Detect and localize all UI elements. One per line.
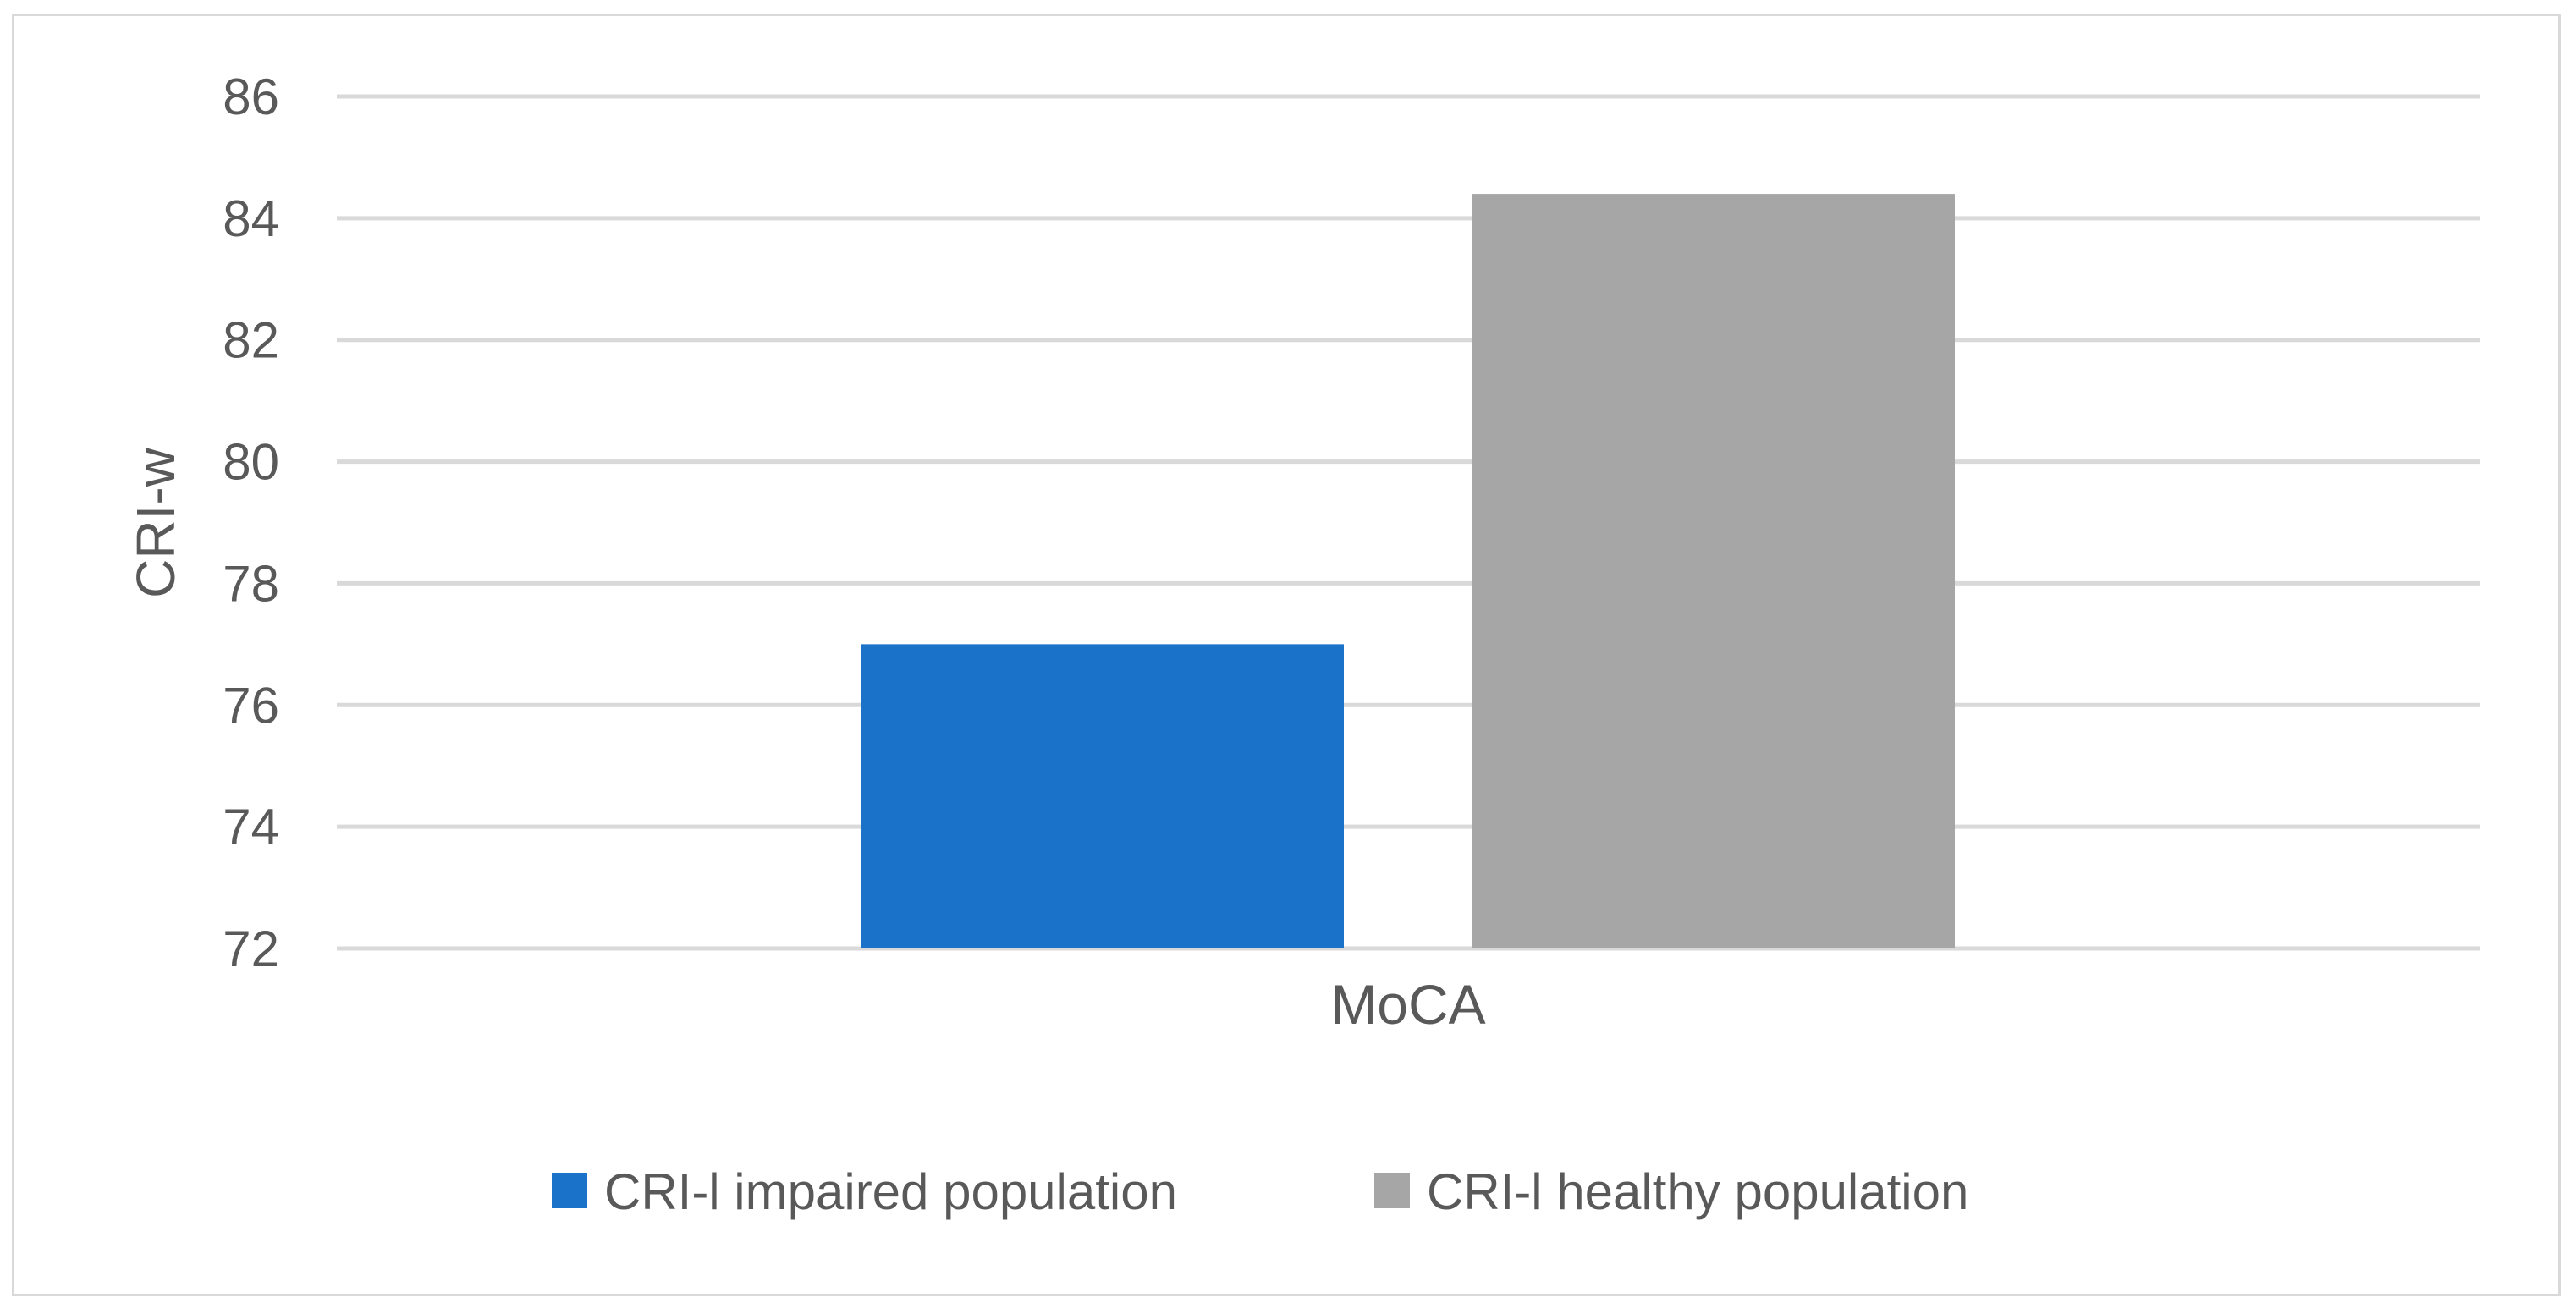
y-axis-title: CRI-w — [125, 447, 186, 598]
y-tick-label: 80 — [223, 434, 279, 491]
legend-label: CRI-l impaired population — [604, 1163, 1177, 1220]
legend: CRI-l impaired population CRI-l healthy p… — [552, 1163, 1968, 1220]
y-tick-label: 86 — [223, 69, 279, 125]
y-tick-label: 82 — [223, 312, 279, 369]
y-axis-ticks: 72 74 76 78 80 82 84 86 — [223, 69, 279, 977]
y-tick-label: 84 — [223, 190, 279, 247]
legend-swatch — [552, 1173, 587, 1208]
legend-swatch — [1374, 1173, 1410, 1208]
gridlines — [337, 94, 2480, 951]
x-tick-label: MoCA — [1330, 973, 1485, 1036]
y-tick-label: 72 — [223, 921, 279, 977]
bars — [861, 194, 1955, 949]
y-tick-label: 78 — [223, 555, 279, 612]
bar-cri-l-healthy-population — [1472, 194, 1955, 949]
x-axis-ticks: MoCA — [1330, 973, 1485, 1036]
y-tick-label: 74 — [223, 799, 279, 855]
bar-cri-l-impaired-population — [861, 644, 1344, 948]
legend-label: CRI-l healthy population — [1427, 1163, 1968, 1220]
y-tick-label: 76 — [223, 677, 279, 734]
